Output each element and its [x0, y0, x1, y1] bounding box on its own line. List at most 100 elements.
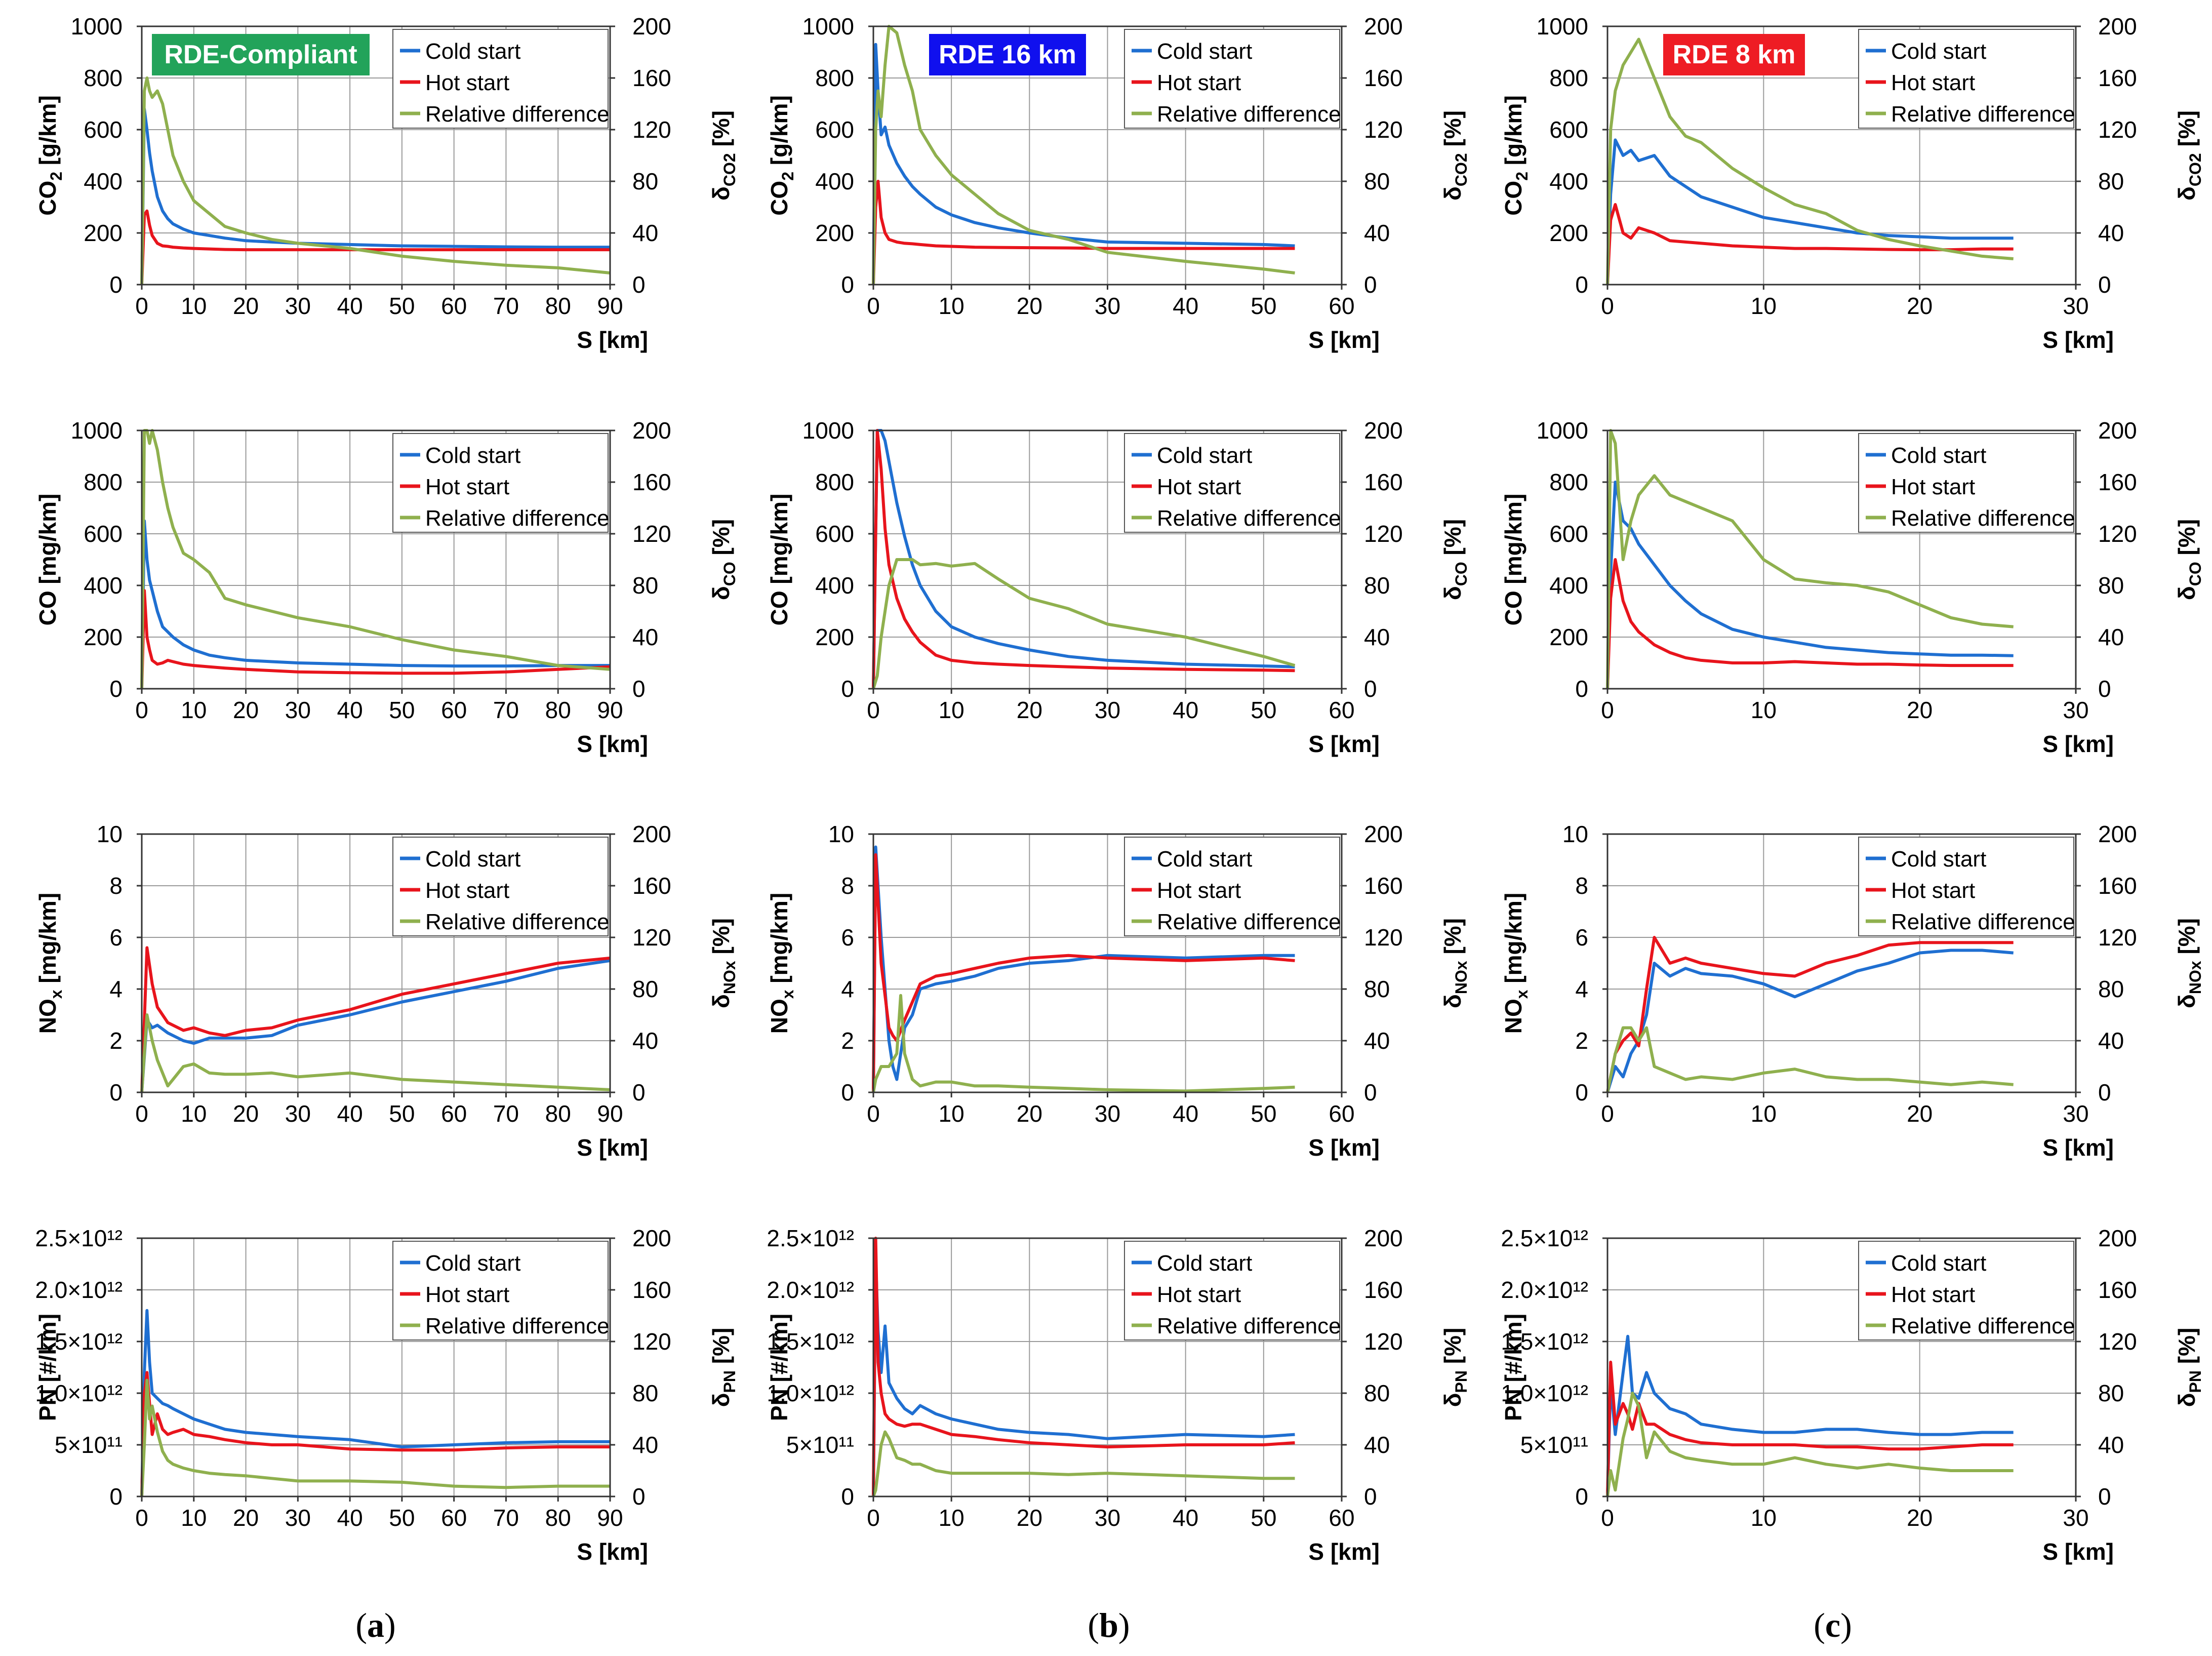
y2-tick-label: 80 [632, 572, 658, 599]
y2-tick-label: 160 [632, 873, 671, 899]
y-tick-label: 0 [1575, 676, 1588, 702]
series-hot-start [140, 209, 610, 285]
y-axis-label: NOx [mg/km] [34, 893, 65, 1034]
legend-entry: Hot start [1891, 1282, 1975, 1307]
y2-tick-label: 40 [2098, 1432, 2124, 1458]
series-hot-start [1606, 558, 2014, 689]
series-hot-start [1606, 936, 2014, 1093]
legend-entry: Hot start [1157, 878, 1241, 903]
x-tick-label: 10 [181, 293, 207, 319]
y2-tick-label: 40 [632, 1432, 658, 1458]
y-tick-label: 400 [1549, 572, 1588, 599]
y2-tick-label: 40 [1364, 220, 1390, 246]
legend: Cold start Hot start Relative difference [392, 1241, 610, 1340]
y2-tick-label: 200 [1364, 821, 1403, 847]
series-relative-difference [1606, 1392, 2014, 1497]
x-tick-label: 40 [1173, 1505, 1198, 1531]
y2-tick-label: 0 [2098, 676, 2111, 702]
y-tick-label: 10 [97, 821, 123, 847]
y2-tick-label: 0 [632, 271, 646, 298]
plot-frame [141, 25, 611, 286]
series-hot-start [1606, 203, 2014, 285]
x-axis-label: S [km] [577, 1134, 648, 1161]
y2-tick-label: 80 [632, 168, 658, 194]
y-tick-label: 0 [109, 1483, 123, 1510]
y2-axis-label: δCO2 [%] [708, 110, 739, 201]
y-tick-label: 0 [1575, 1483, 1588, 1510]
y-tick-label: 1000 [802, 13, 854, 40]
x-tick-label: 0 [867, 697, 880, 723]
y-tick-label: 0 [109, 676, 123, 702]
y2-tick-label: 120 [632, 1328, 671, 1355]
x-tick-label: 10 [181, 697, 207, 723]
series-cold-start [1606, 949, 2014, 1093]
x-tick-label: 50 [389, 293, 415, 319]
y-axis-label: CO [mg/km] [766, 494, 792, 626]
x-tick-label: 20 [233, 1505, 259, 1531]
x-tick-label: 30 [2063, 1505, 2088, 1531]
y-tick-label: 1.0×10¹² [35, 1380, 123, 1406]
y-tick-label: 8 [109, 873, 123, 899]
legend-entry: Relative difference [425, 1314, 610, 1338]
legend: Cold start Hot start Relative difference [1124, 837, 1341, 936]
x-tick-label: 50 [389, 1100, 415, 1127]
y2-tick-label: 160 [632, 469, 671, 495]
chart-c-co: 0 10 20 30 0 200 400 600 800 1000 0 40 80 120 160 200 S … [1500, 417, 2204, 757]
y-axis-label: CO [mg/km] [1500, 494, 1526, 626]
x-tick-label: 0 [867, 1100, 880, 1127]
series-cold-start [140, 107, 610, 285]
x-tick-label: 0 [135, 1505, 148, 1531]
chart-b-nox: 0 10 20 30 40 50 60 0 2 4 6 8 10 0 40 80 120 160 200 S [km]… [766, 821, 1470, 1161]
x-tick-label: 10 [1751, 1505, 1777, 1531]
legend: Cold start Hot start Relative difference [392, 433, 610, 533]
x-tick-label: 10 [939, 293, 964, 319]
y-tick-label: 600 [1549, 521, 1588, 547]
x-tick-label: 90 [597, 697, 623, 723]
y-tick-label: 600 [1549, 116, 1588, 143]
x-tick-label: 50 [1251, 697, 1276, 723]
legend: Cold start Hot start Relative difference [392, 837, 610, 936]
y-tick-label: 1000 [1537, 417, 1588, 444]
y-axis-label: CO [mg/km] [34, 494, 61, 626]
legend: Cold start Hot start Relative difference [1858, 433, 2075, 533]
y-tick-label: 800 [1549, 469, 1588, 495]
y2-tick-label: 200 [632, 1225, 671, 1251]
y-tick-label: 1.5×10¹² [767, 1328, 854, 1355]
legend-entry: Relative difference [425, 102, 610, 127]
x-tick-label: 30 [285, 697, 311, 723]
x-tick-label: 10 [1751, 697, 1777, 723]
y2-tick-label: 160 [2098, 65, 2137, 91]
y-tick-label: 1.5×10¹² [1501, 1328, 1588, 1355]
y2-tick-label: 80 [2098, 1380, 2124, 1406]
y-tick-label: 800 [815, 65, 854, 91]
y-tick-label: 800 [815, 469, 854, 495]
series-relative-difference [1606, 429, 2014, 689]
chart-a-co2: 0 10 20 30 40 50 60 70 80 90 0 200 400 600 800 1000 0 40 8… [34, 13, 739, 353]
y2-tick-label: 120 [1364, 1328, 1403, 1355]
series-cold-start [140, 959, 611, 1093]
y-tick-label: 400 [815, 168, 854, 194]
y-tick-label: 1.5×10¹² [35, 1328, 123, 1355]
legend-entry: Relative difference [1891, 1314, 2075, 1338]
x-tick-label: 60 [441, 293, 467, 319]
legend: Cold start Hot start Relative difference [1858, 29, 2075, 129]
y2-tick-label: 200 [2098, 13, 2137, 40]
caption-a: (a) [355, 1606, 396, 1644]
series-cold-start [1606, 481, 2014, 689]
x-tick-label: 40 [1173, 1100, 1198, 1127]
y2-tick-label: 80 [632, 976, 658, 1002]
y-tick-label: 200 [815, 624, 854, 650]
x-tick-label: 0 [867, 1505, 880, 1531]
y-tick-label: 6 [1575, 924, 1588, 951]
y2-axis-label: δPN [%] [708, 1328, 739, 1407]
x-tick-label: 40 [1173, 293, 1198, 319]
chart-c-co2: 0 10 20 30 0 200 400 600 800 1000 0 40 80 120 160 200 S … [1500, 13, 2204, 353]
x-tick-label: 10 [1751, 293, 1777, 319]
legend-entry: Cold start [425, 847, 520, 872]
y2-tick-label: 200 [632, 821, 671, 847]
x-tick-label: 10 [939, 1100, 964, 1127]
x-tick-label: 30 [1095, 1505, 1120, 1531]
series-hot-start [872, 1237, 1295, 1497]
x-tick-label: 10 [939, 1505, 964, 1531]
y-tick-label: 4 [841, 976, 854, 1002]
